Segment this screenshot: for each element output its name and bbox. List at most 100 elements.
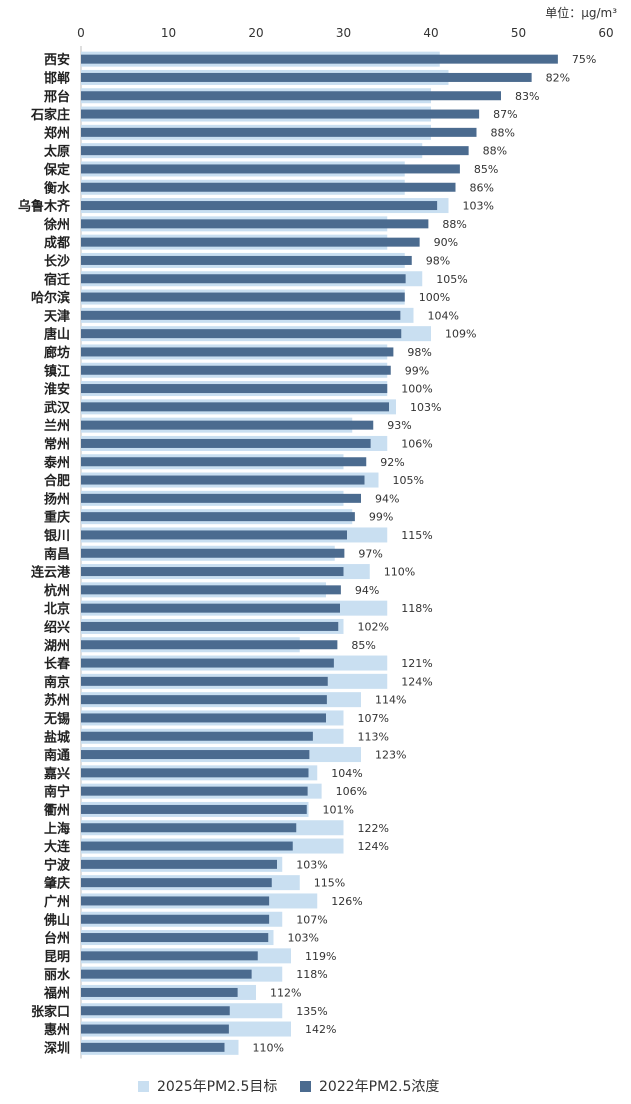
bar-actual [81,658,334,668]
bar-actual [81,933,269,943]
bar-actual [81,621,339,631]
ratio-label: 123% [375,749,406,762]
ratio-label: 126% [331,895,362,908]
category-label: 兰州 [44,418,70,434]
category-label: 武汉 [44,400,71,416]
bar-actual [81,438,371,448]
category-label: 镇江 [44,363,70,379]
category-label: 张家口 [31,1004,70,1020]
ratio-label: 98% [407,346,431,359]
category-label: 南宁 [44,784,70,800]
ratio-label: 121% [401,657,432,670]
ratio-label: 124% [401,675,432,688]
ratio-label: 103% [463,200,494,213]
ratio-label: 88% [491,126,515,139]
x-tick-label: 50 [511,26,526,40]
ratio-label: 142% [305,1023,336,1036]
bar-actual [81,585,341,595]
category-label: 南昌 [44,546,70,562]
x-tick-label: 30 [336,26,351,40]
ratio-label: 83% [515,90,539,103]
category-label: 衢州 [44,802,70,818]
legend-item-actual: 2022年PM2.5浓度 [300,1076,439,1096]
ratio-label: 118% [296,968,327,981]
bar-actual [81,201,438,211]
bar-actual [81,548,345,558]
bar-actual [81,457,367,467]
category-label: 无锡 [43,711,70,727]
category-label: 昆明 [44,949,70,965]
ratio-label: 118% [401,602,432,615]
ratio-label: 135% [296,1005,327,1018]
bar-actual [81,841,293,851]
bar-actual [81,768,309,778]
ratio-label: 102% [358,620,389,633]
ratio-label: 97% [358,547,382,560]
category-label: 郑州 [44,125,70,141]
category-label: 泰州 [43,455,70,471]
bar-actual [81,1024,229,1034]
ratio-label: 114% [375,694,406,707]
bar-actual [81,859,277,869]
bar-chart: 0 10 20 30 40 50 60 西安 75% 邯郸 82% 邢台 83% 石家庄 87% 郑州 88% 太… [18,26,614,1059]
x-tick-label: 60 [598,26,613,40]
bar-actual [81,219,429,229]
category-label: 成都 [44,235,70,251]
bar-actual [81,329,402,339]
bar-actual [81,676,328,686]
category-label: 西安 [44,52,70,68]
bar-actual [81,640,338,650]
category-label: 邯郸 [44,70,70,86]
bar-actual [81,255,412,265]
category-label: 扬州 [44,491,70,507]
category-label: 丽水 [44,967,71,983]
category-label: 嘉兴 [43,766,70,782]
category-label: 苏州 [44,693,70,709]
ratio-label: 104% [428,309,459,322]
ratio-label: 99% [369,511,393,524]
bar-actual [81,951,258,961]
bar-actual [81,310,401,320]
category-label: 唐山 [44,327,70,343]
bar-actual [81,987,238,997]
bar-actual [81,384,388,394]
bar-actual [81,54,558,64]
bar-actual [81,347,394,357]
ratio-label: 106% [336,785,367,798]
x-tick-label: 20 [248,26,263,40]
bar-actual [81,512,355,522]
bar-actual [81,1006,230,1016]
ratio-label: 94% [355,584,379,597]
ratio-label: 105% [393,474,424,487]
bar-actual [81,493,361,503]
category-label: 福州 [43,985,70,1001]
category-label: 南京 [44,674,70,690]
bar-actual [81,695,327,705]
ratio-label: 106% [401,437,432,450]
legend-swatch-target [138,1080,149,1092]
bar-actual [81,713,326,723]
ratio-label: 124% [358,840,389,853]
bar-actual [81,750,310,760]
bar-actual [81,72,532,82]
category-label: 佛山 [43,912,70,928]
bar-actual [81,603,340,613]
ratio-label: 85% [351,639,375,652]
category-label: 乌鲁木齐 [18,199,71,215]
bar-actual [81,823,297,833]
ratio-label: 98% [426,254,450,267]
ratio-label: 87% [493,108,517,121]
ratio-label: 122% [358,822,389,835]
ratio-label: 112% [270,986,301,999]
bar-actual [81,109,480,119]
bar-actual [81,1042,225,1052]
ratio-label: 100% [401,383,432,396]
bar-actual [81,914,270,924]
category-label: 杭州 [44,583,70,599]
category-label: 衡水 [44,180,71,196]
x-tick-label: 40 [423,26,438,40]
ratio-label: 86% [470,181,494,194]
ratio-label: 88% [483,145,507,158]
ratio-label: 110% [384,566,415,579]
category-label: 哈尔滨 [31,290,70,306]
